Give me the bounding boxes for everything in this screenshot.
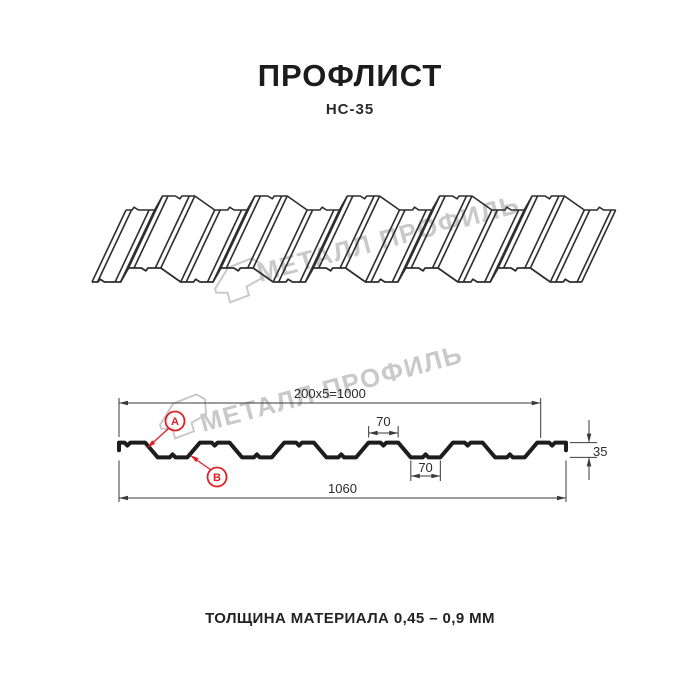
page-title: ПРОФЛИСТ bbox=[257, 58, 443, 93]
dim-total-width-label: 1060 bbox=[328, 481, 357, 496]
section-dimensions: 200x5=1000 70 70 1060 35 bbox=[118, 386, 607, 502]
profile-3d-drawing: МЕТАЛЛ ПРОФИЛЬ bbox=[91, 189, 617, 304]
marker-a: A bbox=[147, 410, 186, 448]
marker-b-label: B bbox=[213, 472, 221, 484]
sheet-linework bbox=[91, 195, 617, 283]
marker-a-label: A bbox=[171, 416, 179, 428]
thickness-note: ТОЛЩИНА МАТЕРИАЛА 0,45 – 0,9 ММ bbox=[205, 610, 495, 627]
marker-b: B bbox=[190, 455, 228, 488]
dim-crest-width-label: 70 bbox=[376, 414, 390, 429]
dim-height-label: 35 bbox=[593, 444, 607, 459]
section-profile-line bbox=[117, 440, 568, 460]
metal-profil-logo bbox=[214, 257, 263, 304]
profile-model-label: НС-35 bbox=[325, 101, 375, 118]
dim-coverage-label: 200x5=1000 bbox=[294, 386, 366, 401]
dim-valley-width-label: 70 bbox=[418, 460, 432, 475]
